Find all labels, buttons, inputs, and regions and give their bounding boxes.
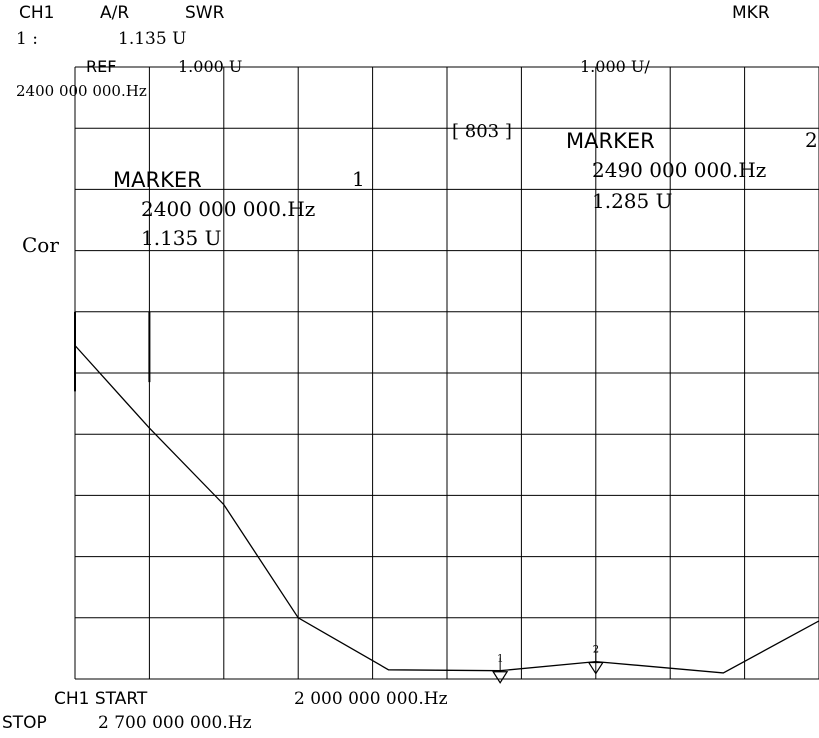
marker-1-label: MARKER bbox=[113, 168, 202, 192]
channel-label: CH1 bbox=[19, 3, 54, 23]
marker-1-frequency: 2400 000 000.Hz bbox=[141, 197, 315, 221]
marker-1-value: 1.135 U bbox=[141, 226, 221, 250]
marker-2-value: 1.285 U bbox=[592, 189, 672, 213]
marker-1-symbol: 1 bbox=[492, 654, 509, 684]
marker-readout-value: 1.135 U bbox=[118, 29, 186, 49]
menu-label: MKR bbox=[732, 3, 770, 23]
start-frequency-label: CH1 START bbox=[54, 689, 148, 709]
marker-readout-label: 1 : bbox=[16, 29, 38, 49]
marker-number-label: 2 bbox=[593, 645, 599, 656]
marker-symbols: 12 bbox=[492, 645, 604, 684]
ref-frequency: 2400 000 000.Hz bbox=[16, 82, 147, 100]
marker-triangle-icon bbox=[492, 671, 509, 684]
stop-frequency-label: STOP bbox=[2, 713, 47, 733]
marker-2-number: 2 bbox=[805, 128, 818, 152]
marker-2-symbol: 2 bbox=[587, 645, 604, 675]
marker-1-number: 1 bbox=[352, 167, 365, 191]
graticule bbox=[74, 66, 819, 680]
stop-frequency-value: 2 700 000 000.Hz bbox=[98, 713, 252, 733]
marker-number-label: 1 bbox=[497, 654, 503, 665]
measurement-label: A/R bbox=[100, 3, 129, 23]
correction-indicator: Cor bbox=[22, 233, 59, 257]
trace bbox=[74, 345, 819, 674]
marker-2-label: MARKER bbox=[566, 129, 655, 153]
marker-2-frequency: 2490 000 000.Hz bbox=[592, 158, 766, 182]
format-label: SWR bbox=[185, 3, 225, 23]
point-count: [ 803 ] bbox=[452, 121, 512, 142]
trace-line bbox=[74, 345, 819, 674]
reference-marks bbox=[74, 311, 151, 392]
start-frequency-value: 2 000 000 000.Hz bbox=[294, 689, 448, 709]
